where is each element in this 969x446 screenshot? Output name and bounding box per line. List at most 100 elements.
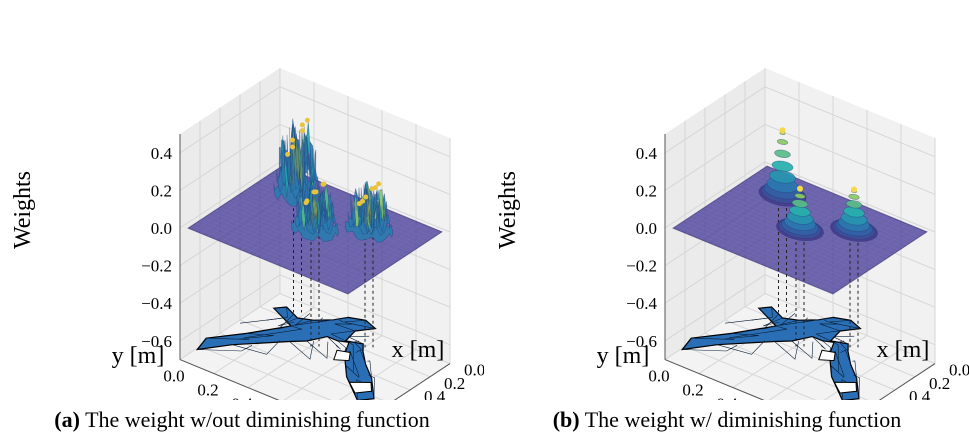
mesh-edge	[344, 322, 376, 329]
mesh-edge	[277, 313, 314, 330]
mesh-edge	[724, 307, 770, 324]
weight-peak	[273, 117, 322, 313]
mesh-edge	[762, 317, 783, 327]
peak-ring	[843, 206, 865, 218]
axes-grid	[179, 68, 451, 400]
x-tick-label: 0.4	[909, 387, 931, 400]
plane-gridline	[684, 220, 845, 287]
plane-gridline	[826, 228, 921, 292]
mesh-edge	[356, 379, 362, 400]
peak-ring	[848, 193, 860, 200]
mesh-edge	[829, 322, 861, 329]
mesh-edge	[339, 320, 366, 323]
peak-apex	[779, 127, 786, 134]
gridline-floor-x	[199, 345, 332, 400]
plane-gridline	[195, 222, 356, 290]
mesh-edge	[289, 341, 314, 360]
axis-floor-edge	[664, 359, 936, 400]
z-axis-label: Weights	[10, 171, 36, 249]
mesh-edge	[355, 349, 366, 365]
plot-a: 0.40.20.0−0.2−0.4−0.60.00.20.40.60.81.00…	[10, 68, 484, 400]
peak-ring	[771, 160, 794, 172]
axes-edges	[179, 134, 451, 400]
mesh-hole	[348, 381, 373, 394]
plane-gridline	[812, 223, 908, 286]
mesh-edge	[841, 379, 847, 400]
mesh-edge	[691, 337, 735, 341]
mesh-edge	[833, 335, 855, 345]
plane-gridline	[819, 226, 914, 289]
peak-ring	[791, 199, 809, 208]
gridline-floor-x	[684, 345, 817, 400]
mesh-edge	[232, 340, 281, 355]
plane-gridline	[327, 223, 423, 286]
mesh-edge	[815, 330, 841, 342]
weight-peak	[291, 180, 339, 347]
mesh-edge	[852, 360, 857, 379]
mesh-edge	[327, 336, 341, 350]
floor	[665, 293, 935, 400]
peak-spike	[303, 200, 309, 206]
y-tick-label: 0.2	[197, 381, 218, 400]
z-tick-label: −0.6	[626, 332, 657, 351]
mesh-hole	[333, 349, 351, 362]
peak-apex	[851, 186, 857, 193]
plot-b: 0.40.20.0−0.2−0.4−0.60.00.20.40.60.81.00…	[495, 68, 969, 400]
plane-gridline	[341, 228, 436, 292]
mesh-edge	[368, 374, 375, 399]
plane-gridline	[191, 225, 352, 292]
mesh-edge	[330, 330, 356, 342]
plane-gridline	[806, 220, 901, 284]
mesh-hole	[833, 381, 858, 394]
x-tick-label: 0.2	[444, 374, 465, 393]
x-tick-label: 0.0	[949, 361, 969, 380]
mesh-shape	[680, 306, 862, 400]
weight-peak	[830, 186, 878, 348]
floor	[180, 293, 450, 400]
z-tick-label: −0.2	[626, 257, 657, 276]
mesh-edge	[345, 365, 360, 378]
z-tick-label: −0.4	[626, 294, 657, 313]
peak-ring	[769, 170, 796, 184]
z-tick-label: 0.2	[151, 181, 172, 200]
mesh-edge	[840, 349, 851, 365]
peak-ring	[312, 184, 318, 231]
z-tick-label: 0.0	[636, 219, 657, 238]
mesh-edge	[334, 323, 356, 332]
mesh-edge	[348, 342, 354, 372]
mesh-edge	[717, 340, 766, 355]
peak-ring	[845, 200, 863, 209]
mesh-edge	[682, 345, 738, 352]
y-tick-label: 0.0	[163, 367, 184, 386]
mesh-edge	[762, 313, 799, 330]
mesh-edge	[197, 345, 253, 352]
mesh-edge	[724, 333, 759, 340]
weight-peak	[345, 180, 393, 348]
peak-spike	[363, 194, 369, 200]
mesh-edge	[791, 340, 814, 359]
mesh-edge	[819, 323, 841, 332]
gridline-floor-y	[664, 293, 766, 361]
peak-spike	[290, 144, 296, 150]
peak-spike	[300, 128, 305, 134]
peak-spike	[299, 122, 305, 128]
tick-labels: 0.40.20.0−0.2−0.4−0.60.00.20.40.60.81.00…	[141, 144, 484, 400]
gridline-floor-y	[179, 293, 281, 361]
panel-a: 0.40.20.0−0.2−0.4−0.60.00.20.40.60.81.00…	[0, 0, 484, 446]
plane-gridline	[321, 220, 416, 284]
caption-a: (a) The weight w/out diminishing functio…	[54, 407, 430, 432]
mesh-edge	[294, 313, 334, 326]
peak-spike	[313, 189, 319, 195]
y-tick-label: 0.4	[716, 395, 738, 400]
mesh-edge	[824, 320, 851, 323]
mesh-shape	[195, 306, 377, 400]
mesh-edge	[306, 340, 329, 359]
peak-spike	[360, 198, 366, 204]
peak-ring	[294, 127, 301, 193]
weight-peak	[776, 185, 824, 347]
axes-edges	[664, 134, 936, 400]
caption-b: (b) The weight w/ diminishing function	[552, 407, 902, 432]
z-tick-label: 0.2	[636, 181, 657, 200]
mesh-edge	[830, 365, 845, 378]
z-tick-label: −0.4	[141, 294, 172, 313]
